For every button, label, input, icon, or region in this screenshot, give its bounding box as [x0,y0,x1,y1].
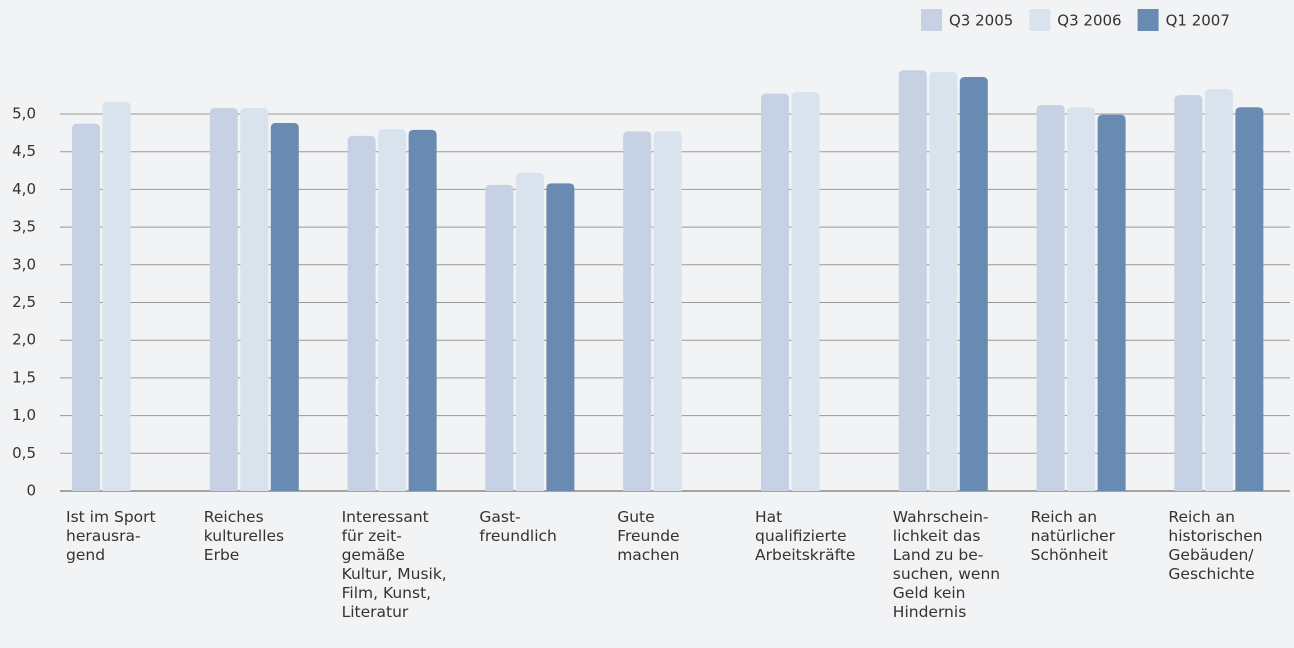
y-tick-label: 3,0 [12,255,36,273]
legend-swatch [1137,9,1159,31]
bar [898,70,927,491]
x-tick-label: Reiches kulturelles Erbe [203,508,285,564]
bar [1097,114,1126,491]
x-tick-label: Hat qualifizierte Arbeitskräfte [755,508,856,564]
x-tick-label: Reich an natürlicher Schönheit [1030,508,1116,564]
x-tick-label: Ist im Sport herausra- gend [66,508,156,564]
y-tick-label: 0 [26,482,36,500]
y-tick-label: 4,0 [12,180,36,198]
legend-label: Q3 2006 [1057,12,1121,30]
bar [1204,89,1233,492]
bar [515,172,544,491]
bar [546,183,575,492]
y-tick-label: 2,0 [12,331,36,349]
bar [653,131,682,492]
bar [929,71,958,491]
y-tick-label: 3,5 [12,218,36,236]
bar [791,92,820,491]
bar [485,184,514,491]
y-tick-label: 5,0 [12,105,36,123]
bar [1174,95,1203,492]
bar [1036,104,1065,492]
y-tick-label: 0,5 [12,444,36,462]
x-tick-label: Wahrschein- lichkeit das Land zu be- suc… [892,508,1001,621]
x-tick-label: Gute Freunde machen [617,508,680,564]
bar [623,131,652,492]
legend-swatch [1029,9,1051,31]
y-tick-label: 1,5 [12,368,36,386]
y-tick-label: 2,5 [12,293,36,311]
bar [72,123,100,491]
bar [347,135,376,491]
bar [240,107,269,491]
bar [1235,107,1264,492]
x-tick-label: Reich an historischen Gebäuden/ Geschich… [1168,508,1263,583]
bar [959,77,988,491]
y-tick-label: 4,5 [12,142,36,160]
bar [270,123,299,491]
x-tick-label: Gast- freundlich [479,508,557,545]
y-tick-label: 1,0 [12,406,36,424]
legend-swatch [921,9,942,31]
bar [209,107,238,491]
legend-label: Q1 2007 [1166,12,1230,30]
bar [378,129,407,491]
bar [1067,107,1096,492]
bar [102,101,131,491]
legend-label: Q3 2005 [949,12,1013,30]
x-tick-label: Interessant für zeit- gemäße Kultur, Mus… [341,508,447,621]
bar [408,129,437,492]
bar [761,93,789,491]
